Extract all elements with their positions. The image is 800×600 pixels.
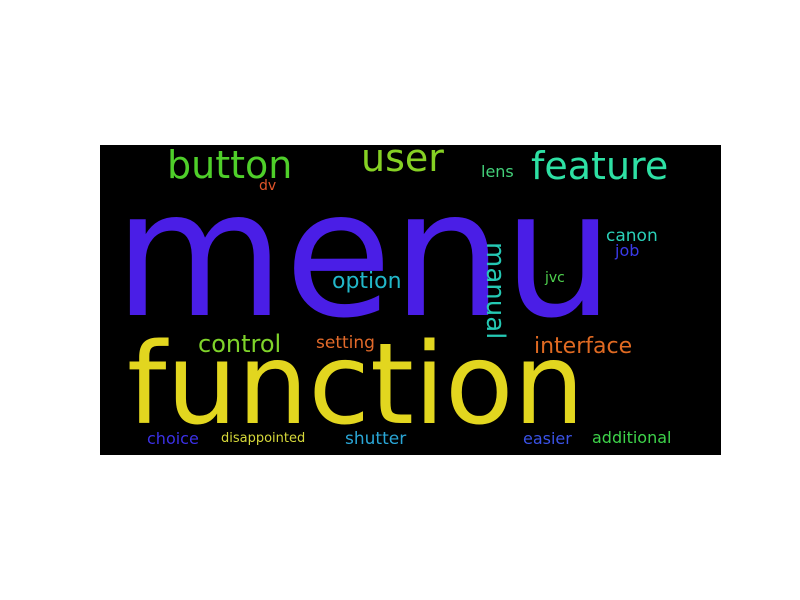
word-additional: additional <box>592 428 672 447</box>
word-job: job <box>615 241 640 260</box>
word-button: button <box>167 145 293 187</box>
word-option: option <box>332 269 402 294</box>
word-jvc: jvc <box>545 270 565 286</box>
word-setting: setting <box>316 333 375 353</box>
word-menu: menu <box>114 154 614 357</box>
word-canon: canon <box>606 226 658 246</box>
word-interface: interface <box>534 334 633 359</box>
word-function: function <box>127 320 585 450</box>
word-easier: easier <box>523 429 572 448</box>
word-shutter: shutter <box>345 429 407 449</box>
word-dv: dv <box>259 178 277 194</box>
word-cloud: menu function button user feature manual… <box>100 145 721 455</box>
word-user: user <box>361 145 444 180</box>
word-choice: choice <box>147 429 199 448</box>
word-feature: feature <box>531 145 669 188</box>
word-lens: lens <box>481 162 514 181</box>
word-manual: manual <box>480 242 510 340</box>
word-control: control <box>198 330 282 358</box>
word-disappointed: disappointed <box>221 431 306 446</box>
